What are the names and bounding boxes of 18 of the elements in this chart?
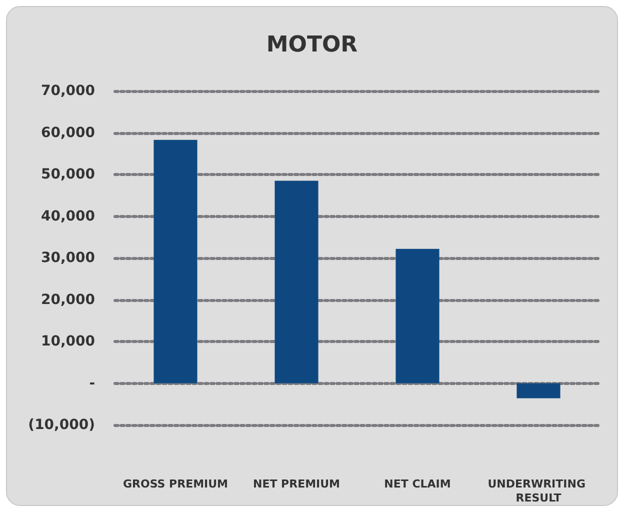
y-tick-label: 50,000	[40, 166, 96, 182]
x-tick-label: NET PREMIUM	[252, 478, 340, 490]
chart-title: MOTOR	[266, 32, 358, 58]
y-tick-label: 30,000	[40, 250, 96, 266]
y-tick-label: 20,000	[40, 292, 96, 308]
y-tick-label: 40,000	[40, 208, 96, 224]
y-tick-label: 10,000	[40, 334, 96, 350]
bar	[516, 383, 560, 398]
y-tick-label: -	[89, 375, 96, 392]
bar	[274, 180, 318, 384]
x-tick-label: NET CLAIM	[384, 478, 451, 490]
y-tick-label: 60,000	[40, 124, 96, 141]
y-tick-label: 70,000	[40, 83, 96, 99]
bar	[396, 248, 440, 384]
bar	[154, 140, 198, 384]
y-tick-label: (10,000)	[28, 417, 95, 433]
x-tick-label: GROSS PREMIUM	[123, 478, 228, 490]
x-tick-label: UNDERWRITING RESULT	[488, 478, 590, 504]
